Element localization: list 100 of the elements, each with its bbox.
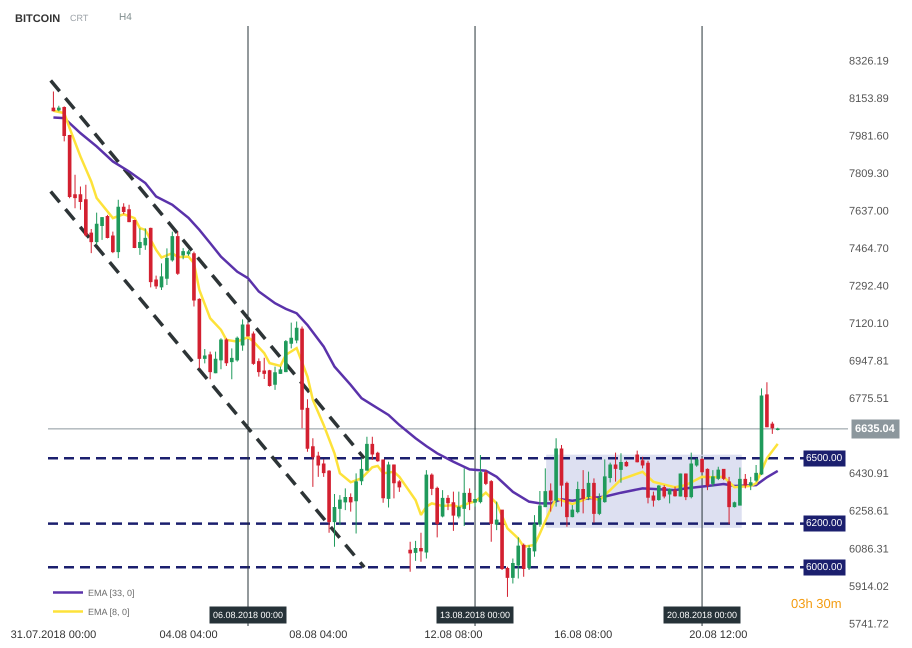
candlestick [614, 452, 618, 482]
candlestick [656, 484, 661, 502]
candlestick [635, 450, 640, 463]
candlestick [468, 488, 472, 511]
candlestick [354, 472, 358, 534]
candlestick [586, 471, 590, 501]
candlestick [419, 532, 423, 562]
candlestick [327, 470, 331, 534]
candlestick [662, 484, 666, 499]
candlestick [711, 470, 715, 488]
candlestick [202, 348, 207, 364]
candlestick [494, 501, 498, 531]
candlestick [543, 468, 548, 508]
candlestick [235, 336, 240, 362]
x-tick-label: 20.08 12:00 [689, 629, 748, 641]
y-tick-label: 6947.81 [849, 356, 889, 368]
candlestick [456, 491, 461, 519]
candlestick [516, 536, 520, 580]
candlestick [511, 558, 515, 584]
candlestick [619, 452, 623, 484]
candlestick [548, 482, 553, 512]
candlestick [484, 470, 488, 486]
candlestick [52, 91, 56, 112]
candlestick [230, 348, 234, 380]
y-tick-label: 6086.31 [849, 543, 889, 556]
y-tick-label: 6775.51 [849, 393, 889, 406]
y-tick-label: 7637.00 [849, 206, 889, 218]
candlestick [440, 490, 444, 518]
ref-line-label: 06.08.2018 00:00 [213, 610, 284, 620]
candlestick [430, 472, 434, 496]
candlestick [522, 542, 526, 578]
ref-line-label: 13.08.2018 00:00 [440, 610, 510, 620]
x-tick-label: 08.08 04:00 [289, 629, 348, 641]
candlestick [224, 338, 228, 366]
candlestick [386, 461, 390, 508]
candlestick [743, 473, 748, 489]
candlestick [414, 540, 418, 562]
candlestick [262, 357, 266, 380]
text: H4 [119, 12, 132, 23]
candlestick [678, 472, 682, 498]
candlestick [673, 486, 677, 498]
candlestick [138, 228, 142, 256]
x-tick-label: 04.08 04:00 [159, 629, 218, 641]
candlestick [148, 227, 153, 288]
candlestick [56, 105, 61, 112]
candlestick [598, 492, 602, 516]
candlestick [116, 199, 120, 259]
candlestick [765, 382, 769, 428]
text: CRT [70, 13, 89, 23]
legend-label: EMA [33, 0] [88, 588, 135, 598]
candlestick [592, 478, 596, 524]
candlestick [348, 492, 353, 512]
y-tick-label: 7120.10 [849, 318, 889, 330]
candlestick [716, 466, 720, 481]
candlestick [381, 458, 385, 504]
candlestick [608, 462, 612, 483]
y-tick-label: 8153.89 [849, 92, 889, 105]
candlestick [694, 458, 698, 468]
candlestick [684, 472, 688, 501]
x-tick-label: 31.07.2018 00:00 [10, 629, 96, 641]
candlestick [770, 421, 774, 434]
y-tick-label: 5914.02 [849, 580, 889, 593]
y-tick-label: 5741.72 [849, 618, 889, 630]
candlestick [554, 438, 558, 508]
candlestick [316, 451, 320, 478]
ref-line-label: 6000.00 [806, 562, 843, 573]
candlestick [462, 468, 466, 527]
candlestick [689, 452, 694, 499]
x-tick-label: 16.08 08:00 [554, 629, 612, 641]
candlestick [489, 480, 494, 542]
candlestick [256, 358, 261, 378]
ref-line-label: 6635.04 [855, 423, 896, 435]
candlestick [268, 369, 272, 388]
ref-line-label: 6200.00 [806, 518, 843, 529]
candlestick [240, 318, 244, 352]
y-tick-label: 7464.70 [849, 243, 889, 256]
candlestick [624, 460, 628, 468]
y-tick-label: 8326.19 [849, 55, 889, 68]
candlestick [89, 228, 94, 254]
candlestick [122, 202, 126, 215]
candlestick [376, 451, 380, 462]
candlestick [294, 321, 298, 344]
candlestick [208, 351, 212, 380]
candlestick [435, 486, 440, 538]
candlestick [727, 476, 731, 525]
candlestick [170, 231, 174, 262]
y-tick-label: 7292.40 [849, 280, 889, 293]
candlestick [154, 275, 158, 290]
candlestick [343, 488, 348, 511]
legend-label: EMA [8, 0] [88, 607, 130, 618]
ref-line-label: 20.08.2018 00:00 [667, 610, 738, 620]
candlestick [370, 436, 374, 461]
candlestick [289, 322, 294, 349]
candlestick [570, 504, 574, 518]
annotation: 03h 30m [791, 596, 842, 611]
candlestick [602, 458, 607, 504]
candlestick [576, 481, 580, 514]
ref-line-label: 6500.00 [806, 453, 843, 464]
candlestick [143, 228, 148, 250]
y-tick-label: 7809.30 [849, 168, 889, 180]
